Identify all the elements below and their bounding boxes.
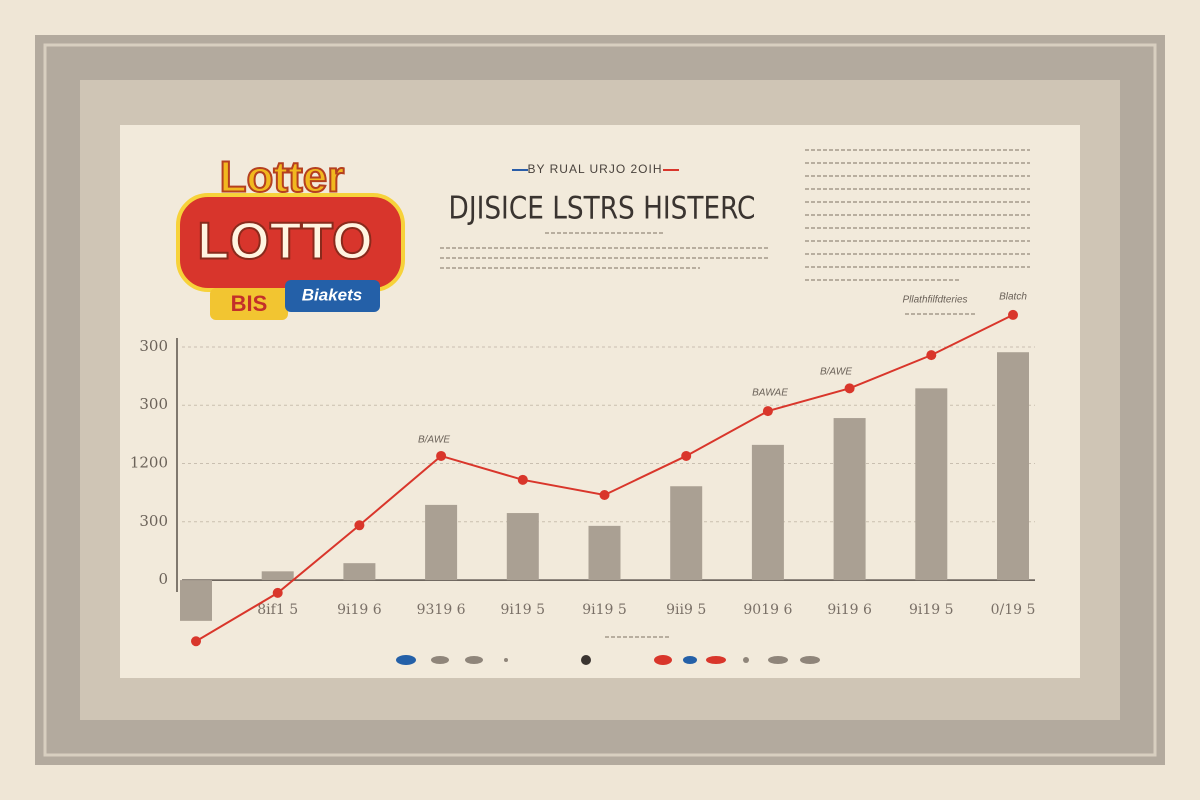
line-point — [681, 450, 692, 461]
x-tick-label: 9i19 6 — [827, 602, 872, 618]
decor-text-lines — [440, 149, 1030, 638]
x-tick-label: 8if1 5 — [257, 602, 298, 618]
badge-left — [210, 288, 288, 320]
logo-main: LOTTO — [197, 213, 372, 271]
annotation: B/AWE — [820, 367, 852, 378]
badge-right-text: Biakets — [302, 285, 362, 304]
legend-dots — [396, 655, 820, 665]
line-point — [1008, 309, 1018, 320]
badge-right — [285, 280, 380, 312]
line-point — [517, 474, 528, 485]
bar — [915, 388, 948, 581]
logo-top: Lotter — [220, 153, 345, 202]
x-tick-label: 9019 6 — [743, 602, 792, 618]
bar — [261, 571, 294, 581]
line-point — [191, 636, 201, 647]
y-tick-label: 300 — [139, 395, 168, 413]
logo: Lotter LOTTO BIS Biakets — [176, 152, 405, 320]
y-tick-label: 300 — [139, 512, 168, 530]
line-point — [436, 450, 447, 461]
bar — [670, 486, 703, 581]
bar — [833, 418, 866, 581]
subtitle: BY RUAL URJO 2OIH — [527, 162, 662, 176]
line-point — [599, 489, 610, 500]
annotation: Pllathfilfdteries — [902, 295, 967, 306]
chart-title: DJISICE LSTRS HISTERC — [449, 190, 756, 227]
line-point — [926, 350, 937, 361]
x-tick-label: 9ii9 5 — [666, 602, 706, 618]
line-point — [354, 520, 365, 531]
badge-left-text: BIS — [231, 291, 268, 316]
line-point — [762, 406, 773, 417]
bar — [751, 444, 784, 581]
bar — [343, 563, 376, 581]
bar — [425, 504, 458, 581]
y-tick-label: 1200 — [130, 454, 168, 472]
annotation: B/AWE — [418, 435, 450, 446]
x-tick-label: 9i19 5 — [582, 602, 627, 618]
annotation: Blatch — [999, 292, 1027, 303]
bar — [180, 580, 212, 621]
x-tick-label: 9i19 5 — [909, 602, 954, 618]
frame-line — [43, 43, 1157, 757]
y-tick-label: 0 — [158, 570, 168, 588]
bar — [997, 352, 1029, 581]
annotation: BAWAE — [752, 388, 788, 399]
line-point — [844, 383, 855, 394]
x-tick-label: 9i19 6 — [337, 602, 382, 618]
y-tick-label: 300 — [139, 337, 168, 355]
x-tick-label: 9i19 5 — [501, 602, 546, 618]
bar — [588, 525, 621, 581]
line-point — [272, 587, 283, 598]
bar — [506, 513, 539, 581]
x-tick-label: 9319 6 — [417, 602, 466, 618]
x-tick-label: 0/19 5 — [991, 602, 1036, 618]
